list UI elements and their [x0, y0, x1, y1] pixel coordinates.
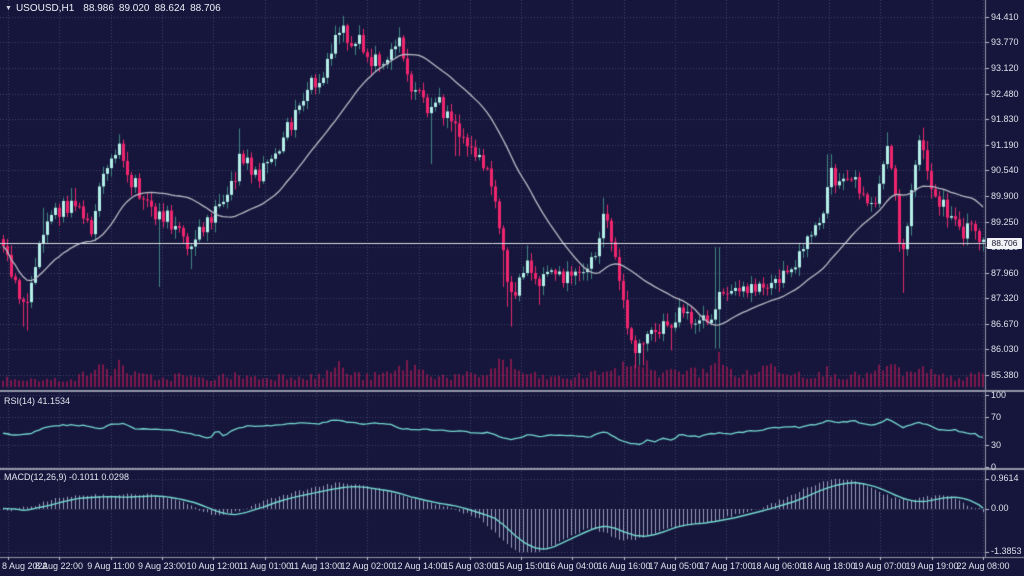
price-axis-label: 93.120 [991, 63, 1019, 73]
time-axis-label: 12 Aug 14:00 [392, 561, 446, 571]
chart-header: ▼ USOUSD,H1 88.986 89.020 88.624 88.706 [5, 3, 226, 14]
time-axis-label: 12 Aug 02:00 [340, 561, 394, 571]
macd-indicator-name: MACD(12,26,9) [4, 472, 67, 482]
macd-axis-label: 0.00 [991, 503, 1009, 513]
price-axis-label: 92.480 [991, 89, 1019, 99]
macd-indicator-value-main: -0.1011 [69, 472, 99, 482]
rsi-axis-label: 100 [991, 390, 1007, 400]
rsi-axis-label: 70 [991, 412, 1002, 422]
price-axis-label: 89.250 [991, 217, 1019, 227]
time-axis-label: 11 Aug 13:00 [289, 561, 343, 571]
time-axis-label: 11 Aug 01:00 [238, 561, 292, 571]
price-axis-label: 91.190 [991, 140, 1019, 150]
time-axis-label: 19 Aug 07:00 [853, 561, 907, 571]
time-axis-label: 17 Aug 17:00 [699, 561, 753, 571]
price-axis-label: 86.030 [991, 344, 1019, 354]
time-axis-label: 8 Aug 2022 [2, 561, 48, 571]
symbol-timeframe: USOUSD,H1 [15, 3, 75, 14]
ohlc-high: 89.020 [118, 3, 150, 14]
ohlc-low: 88.624 [154, 3, 186, 14]
current-price-badge: 88.706 [987, 238, 1022, 249]
rsi-indicator-name: RSI(14) [4, 396, 36, 406]
rsi-indicator-value: 41.1534 [37, 396, 71, 406]
time-axis-label: 15 Aug 03:00 [443, 561, 497, 571]
time-axis-label: 9 Aug 11:00 [87, 561, 135, 571]
price-axis-label: 86.670 [991, 319, 1019, 329]
time-axis-label: 17 Aug 05:00 [648, 561, 702, 571]
time-axis-label: 22 Aug 08:00 [956, 561, 1010, 571]
time-axis-label: 19 Aug 19:00 [905, 561, 959, 571]
time-axis-label: 10 Aug 12:00 [186, 561, 240, 571]
macd-indicator-value-signal: 0.0298 [101, 472, 129, 482]
price-axis-label: 85.380 [991, 370, 1019, 380]
price-axis-label: 93.770 [991, 37, 1019, 47]
ohlc-close: 88.706 [190, 3, 221, 14]
collapse-chart-icon[interactable]: ▼ [5, 5, 12, 12]
price-axis-label: 89.900 [991, 191, 1019, 201]
time-axis-label: 9 Aug 23:00 [137, 561, 187, 571]
rsi-axis-label: 0 [991, 462, 997, 472]
rsi-indicator-label: RSI(14) 41.1534 [4, 396, 70, 406]
macd-axis-label: 0.9614 [991, 473, 1019, 483]
time-axis-label: 18 Aug 18:00 [802, 561, 856, 571]
rsi-axis-label: 30 [991, 440, 1002, 450]
ohlc-open: 88.986 [83, 3, 114, 14]
time-axis-label: 15 Aug 15:00 [494, 561, 548, 571]
price-axis-label: 94.410 [991, 12, 1019, 22]
time-axis-label: 8 Aug 22:00 [34, 561, 84, 571]
macd-indicator-label: MACD(12,26,9) -0.1011 0.0298 [4, 472, 129, 482]
price-axis-label: 90.540 [991, 165, 1019, 175]
price-axis-label: 91.830 [991, 114, 1019, 124]
price-axis-label: 87.960 [991, 268, 1019, 278]
macd-axis-label: -1.3853 [991, 546, 1022, 556]
time-axis-label: 16 Aug 16:00 [597, 561, 651, 571]
time-axis-label: 16 Aug 04:00 [545, 561, 599, 571]
price-axis-label: 87.320 [991, 293, 1019, 303]
time-axis-label: 18 Aug 06:00 [751, 561, 805, 571]
